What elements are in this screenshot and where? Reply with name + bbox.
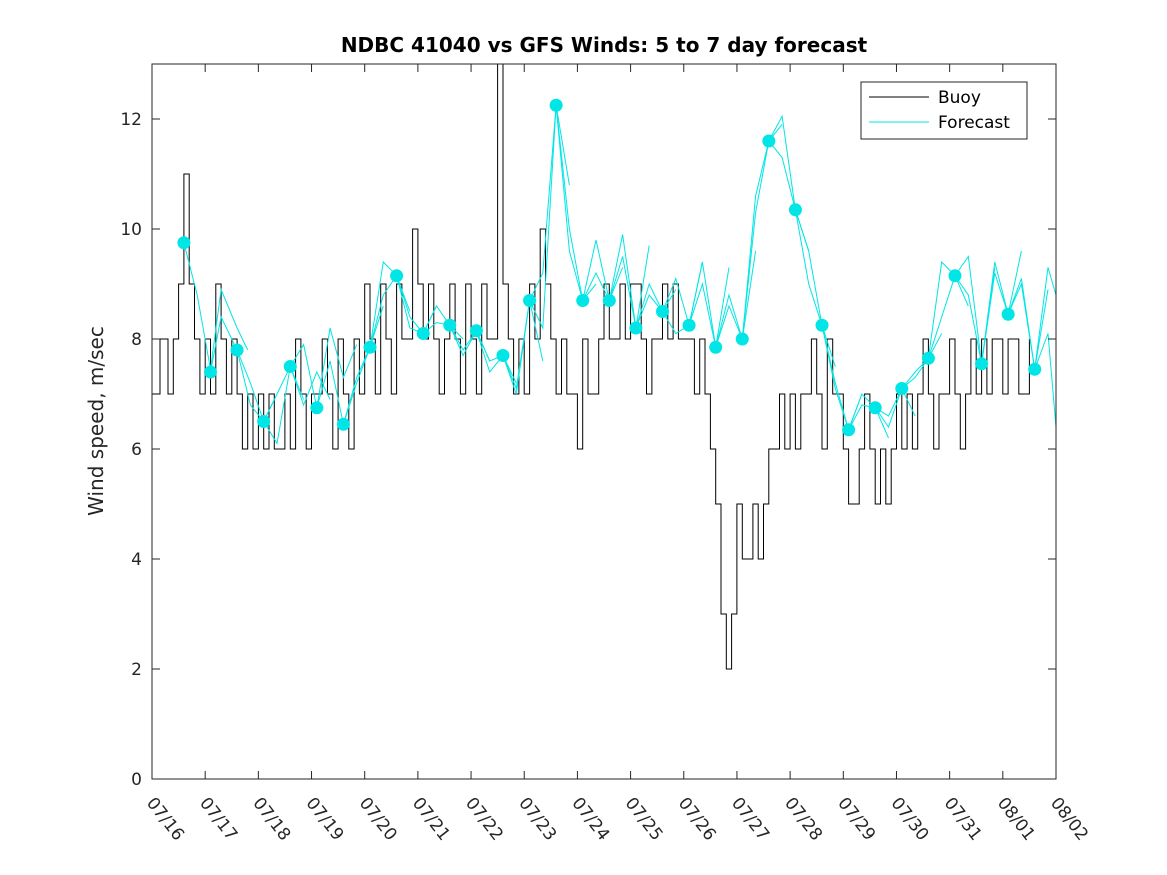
forecast-marker	[336, 417, 350, 431]
forecast-line	[582, 245, 650, 329]
forecast-marker	[815, 318, 829, 332]
chart-title: NDBC 41040 vs GFS Winds: 5 to 7 day fore…	[341, 33, 868, 57]
forecast-marker	[975, 357, 989, 371]
forecast-line	[688, 250, 757, 348]
forecast-marker	[390, 269, 404, 283]
forecast-line	[475, 300, 544, 391]
y-tick-label: 4	[131, 550, 142, 570]
legend-label-forecast: Forecast	[938, 113, 1010, 133]
forecast-marker	[868, 401, 882, 415]
forecast-marker	[177, 236, 191, 250]
y-axis: 0 2 4 6 8 10 12	[120, 110, 1056, 790]
forecast-marker	[629, 321, 643, 335]
forecast-marker	[257, 415, 271, 428]
forecast-marker	[363, 340, 377, 354]
forecast-marker	[523, 294, 537, 307]
y-tick-label: 12	[120, 110, 142, 130]
forecast-marker	[921, 351, 935, 365]
plot-area	[151, 63, 1057, 780]
forecast-line	[263, 365, 331, 422]
y-tick-label: 6	[131, 440, 142, 460]
forecast-line	[768, 114, 836, 367]
forecast-marker	[576, 294, 590, 307]
forecast-marker	[283, 360, 297, 373]
forecast-line	[662, 267, 730, 348]
y-tick-label: 8	[131, 330, 142, 350]
forecast-line	[289, 327, 358, 408]
y-tick-label: 0	[131, 770, 142, 790]
forecast-marker	[230, 343, 244, 357]
forecast-marker	[762, 134, 776, 148]
plot-frame	[151, 63, 1057, 780]
forecast-marker	[842, 423, 856, 437]
buoy-line	[152, 63, 1030, 670]
forecast-marker	[788, 203, 802, 217]
forecast-marker	[735, 332, 749, 346]
forecast-marker	[948, 269, 962, 283]
y-axis-label: Wind speed, m/sec	[84, 326, 108, 516]
forecast-line	[502, 105, 570, 395]
forecast-marker	[443, 318, 457, 332]
plot-background	[152, 64, 1056, 779]
y-tick-label: 2	[131, 660, 142, 680]
forecast-line	[1034, 333, 1057, 428]
legend-box	[860, 81, 1028, 140]
forecast-line	[183, 242, 249, 370]
forecast-marker	[549, 98, 563, 112]
legend: Buoy Forecast	[860, 81, 1028, 140]
forecast-marker	[203, 365, 217, 379]
forecast-marker	[602, 294, 616, 307]
forecast-marker	[895, 382, 909, 395]
buoy-series	[152, 63, 1030, 670]
legend-label-buoy: Buoy	[938, 88, 981, 108]
forecast-marker	[709, 340, 723, 354]
forecast-marker	[655, 305, 669, 318]
forecast-marker	[469, 324, 483, 338]
forecast-marker	[1028, 362, 1042, 376]
forecast-marker	[1001, 307, 1015, 321]
forecast-marker	[496, 349, 510, 362]
y-tick-label: 10	[120, 220, 142, 240]
forecast-markers	[177, 98, 1042, 437]
forecast-line	[954, 250, 1022, 364]
forecast-marker	[682, 318, 696, 332]
forecast-marker	[310, 401, 324, 415]
forecast-marker	[416, 327, 430, 340]
